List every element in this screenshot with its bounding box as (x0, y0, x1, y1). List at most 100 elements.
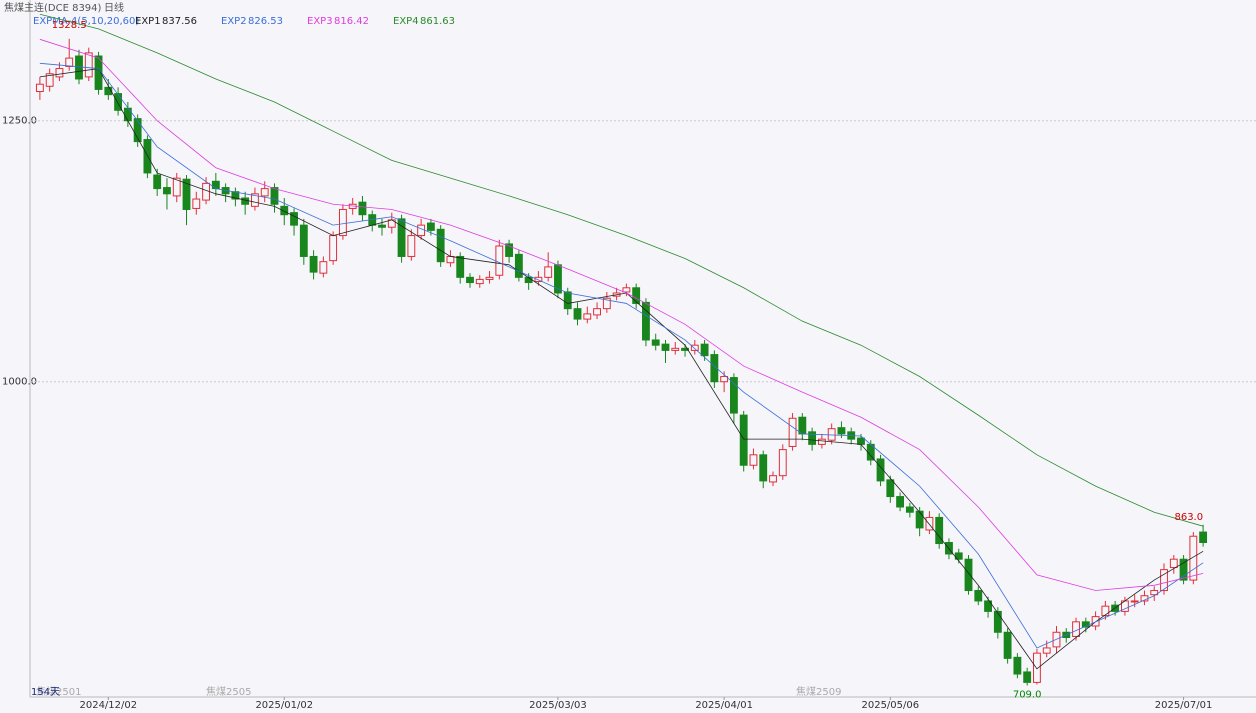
period[interactable]: 日线 (104, 1, 124, 14)
candle-body (563, 291, 572, 310)
legend-entry: EXP1 (135, 16, 161, 27)
candle-body (602, 297, 611, 310)
candle-body (114, 93, 123, 111)
candle-body (417, 224, 426, 237)
candle-body (993, 610, 1002, 633)
candle-body (1150, 590, 1159, 596)
last-high-label: 863.0 (1174, 512, 1203, 523)
candle-body (426, 222, 435, 231)
candle-body (651, 339, 660, 346)
candle-body (456, 255, 465, 278)
candle-body (75, 55, 83, 80)
low-label: 709.0 (1013, 690, 1042, 701)
candle-body (632, 287, 641, 304)
x-tick-label: 2025/07/01 (1155, 700, 1213, 711)
candle-body (700, 343, 709, 357)
contract-label: 焦煤2509 (796, 685, 841, 698)
candle-body (905, 506, 914, 513)
candle-body (280, 205, 289, 216)
candle-body (544, 266, 553, 278)
candle-body (475, 278, 484, 285)
candle-body (378, 224, 386, 228)
contract-label: 焦煤2501 (36, 685, 81, 698)
candle-body (759, 454, 768, 482)
candle-body (163, 187, 171, 195)
candle-body (397, 218, 406, 257)
candle-body (720, 376, 729, 383)
chart-title: 焦煤主连(DCE 8394) (4, 1, 102, 14)
candle-body (466, 276, 474, 284)
candle-body (192, 198, 201, 209)
candle-body (827, 428, 836, 441)
candle-body (436, 228, 445, 263)
high-label: 1328.5 (52, 20, 87, 31)
candle-body (886, 479, 895, 498)
candle-body (778, 449, 787, 477)
candle-body (202, 182, 210, 201)
candle-body (681, 347, 689, 351)
candle-body (1130, 600, 1139, 603)
x-tick-label: 2024/12/02 (79, 700, 137, 711)
candle-body (671, 347, 680, 351)
candle-body (55, 68, 64, 78)
contract-label: 焦煤2505 (206, 685, 251, 698)
candle-body (514, 253, 523, 278)
candle-body (505, 243, 514, 257)
candle-body (622, 287, 631, 293)
candle-body (358, 201, 367, 216)
x-tick-label: 2025/01/02 (255, 700, 313, 711)
indicator-line (39, 38, 1204, 591)
candle-body (876, 458, 885, 482)
candle-body (1003, 631, 1012, 659)
candle-body (573, 308, 582, 320)
candle-body (817, 438, 826, 445)
legend: EXP1 837.56 EXP2 826.53 EXP3 816.42 EXP4 861.63 (135, 16, 455, 27)
day-count: 154天 (31, 687, 60, 698)
candle-body (1033, 652, 1041, 683)
candle-body (35, 83, 44, 93)
candle-body (338, 208, 347, 237)
candle-body (407, 235, 416, 257)
candle-body (290, 212, 298, 226)
candle-body (984, 600, 992, 612)
candle-body (642, 301, 650, 341)
candle-body (583, 313, 592, 320)
candle-body (690, 344, 699, 351)
candle-body (788, 417, 797, 447)
candle-body (299, 224, 308, 257)
candle-body (319, 261, 328, 274)
candle-body (260, 188, 269, 197)
indicator[interactable]: EXPMA-4(5,10,20,60) (33, 16, 139, 27)
candle-body (534, 276, 543, 283)
legend-value: 816.42 (334, 16, 369, 27)
candle-body (123, 107, 132, 122)
candle-body (857, 437, 865, 445)
candle-body (1091, 616, 1100, 627)
candle-body (1013, 656, 1022, 675)
candle-body (251, 193, 259, 207)
candle-body (1179, 558, 1188, 581)
indicator-line (39, 62, 1204, 649)
y-tick-label: 1000.0 (2, 377, 37, 388)
candle-body (1189, 535, 1198, 581)
candle-body (896, 496, 905, 508)
legend-entry: EXP2 (221, 16, 247, 27)
candle-body (172, 177, 181, 197)
candle-body (270, 187, 279, 205)
candle-body (739, 414, 748, 466)
candle-body (837, 427, 846, 435)
candle-body (798, 416, 807, 435)
candle-body (65, 57, 74, 67)
candle-body (211, 180, 220, 190)
x-tick-label: 2025/04/01 (695, 700, 753, 711)
legend-value: 837.56 (162, 16, 197, 27)
candle-body (749, 454, 758, 466)
x-tick-label: 2025/05/06 (861, 700, 919, 711)
candle-body (495, 245, 504, 276)
candle-body (974, 590, 983, 602)
candle-body (964, 558, 973, 592)
candle-body (925, 516, 934, 531)
